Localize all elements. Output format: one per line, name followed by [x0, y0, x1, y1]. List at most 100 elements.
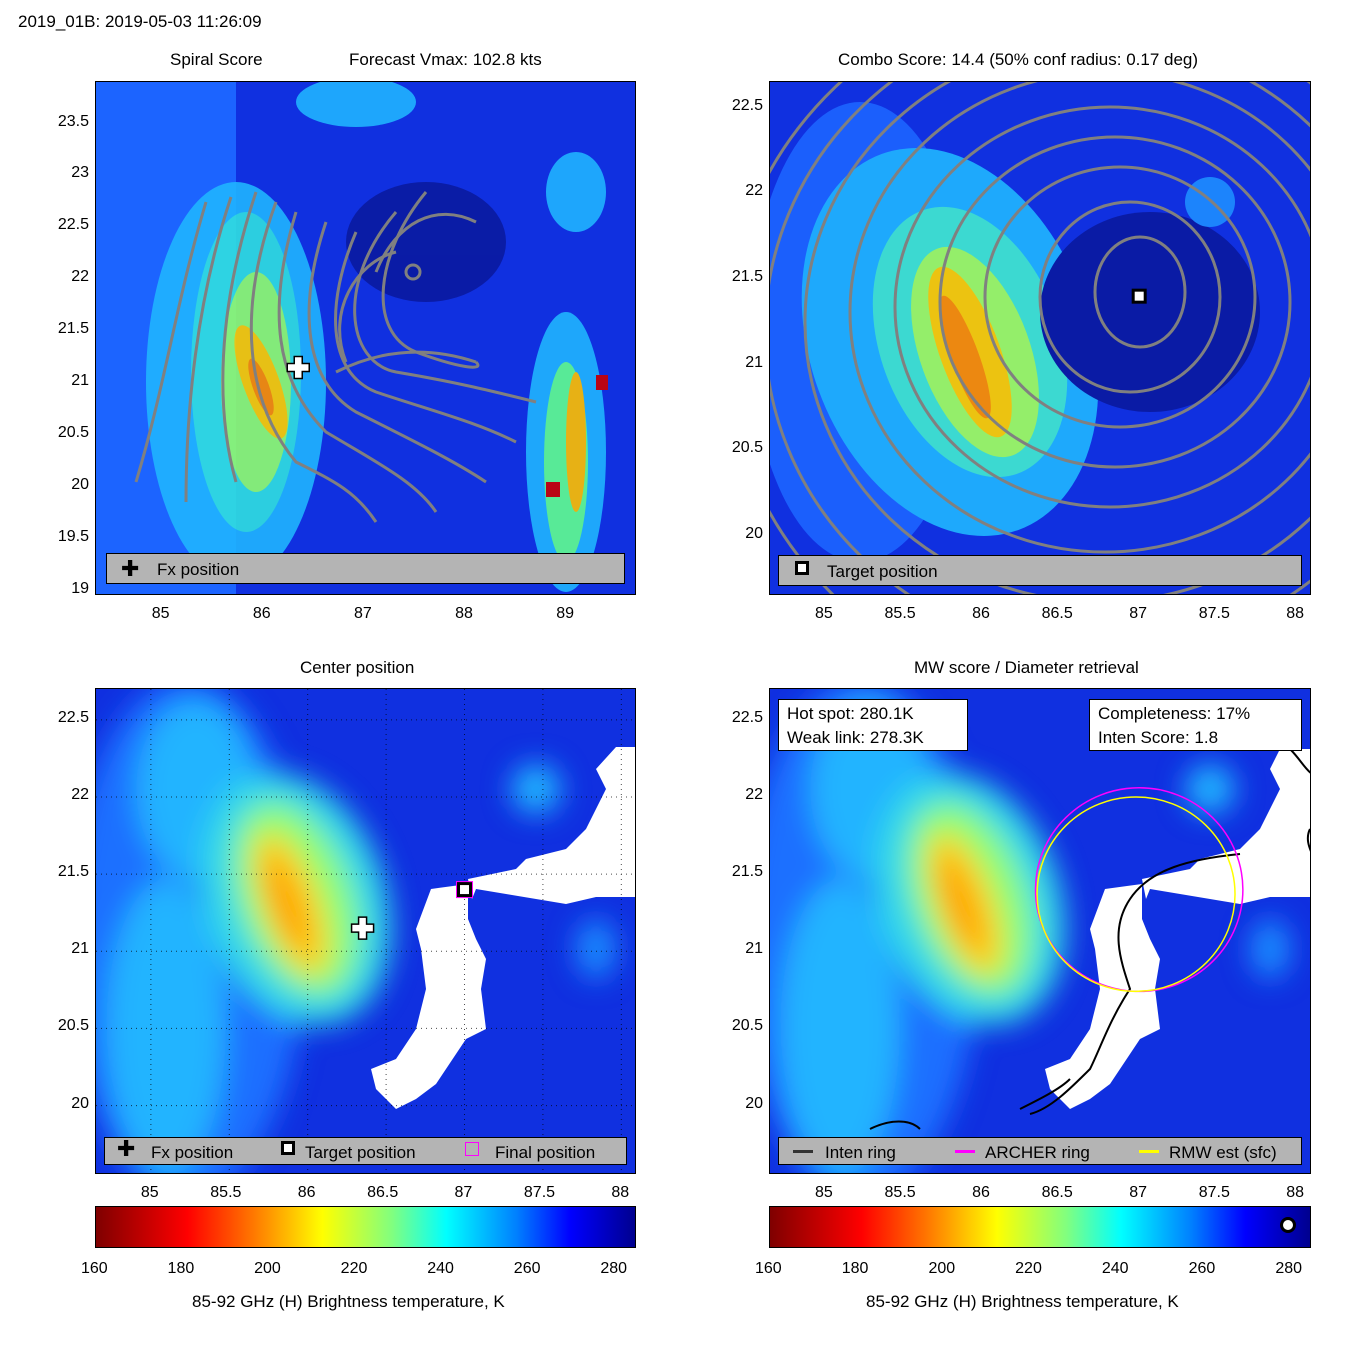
fx-plus-icon-2: ✚	[117, 1136, 136, 1161]
mw-title: MW score / Diameter retrieval	[914, 658, 1139, 677]
completeness-value: Completeness: 17%	[1098, 704, 1251, 723]
colorbar-tick-label: 260	[513, 1260, 541, 1277]
colorbar-left	[95, 1206, 636, 1248]
target-position-marker	[457, 882, 473, 898]
y-tick-label: 21.5	[731, 268, 763, 286]
y-tick-label: 22.5	[57, 708, 89, 726]
x-tick-label: 87	[1129, 605, 1147, 622]
colorbar-tick-label: 220	[1015, 1260, 1042, 1277]
colorbar-tick-label: 200	[928, 1260, 956, 1277]
colorbar-right-label: 85-92 GHz (H) Brightness temperature, K	[866, 1292, 1179, 1311]
inten-ring-swatch	[793, 1150, 813, 1153]
colorbar-tick-label: 160	[755, 1260, 782, 1277]
x-tick-label: 87	[454, 1184, 473, 1201]
y-tick-label: 21.5	[57, 320, 89, 338]
archer-ring-swatch	[955, 1150, 975, 1153]
figure-title: 2019_01B: 2019-05-03 11:26:09	[18, 12, 262, 31]
x-tick-label: 86.5	[1041, 605, 1073, 622]
y-tick-label: 22.5	[731, 708, 763, 726]
y-tick-label: 21.5	[57, 863, 89, 881]
mw-legend: Inten ring ARCHER ring RMW est (sfc)	[778, 1137, 1302, 1165]
colorbar-tick-label: 240	[427, 1260, 454, 1277]
y-tick-label: 21.5	[731, 863, 763, 881]
y-tick-label: 22	[71, 786, 89, 803]
combo-title: Combo Score: 14.4 (50% conf radius: 0.17…	[838, 50, 1199, 69]
y-tick-label: 23	[71, 164, 89, 182]
mw-heatmap	[770, 689, 1310, 1173]
y-tick-label: 20	[745, 1094, 763, 1112]
rmw-ring	[1036, 796, 1236, 993]
fx-position-marker	[286, 355, 310, 380]
combo-score-plot: Target position	[769, 81, 1311, 595]
x-tick-label: 86.5	[367, 1184, 399, 1201]
target-square-icon-2	[281, 1141, 295, 1155]
colorbar-tick-label: 200	[254, 1260, 281, 1277]
x-tick-label: 86.5	[1041, 1184, 1073, 1201]
x-tick-label: 87.5	[1198, 605, 1230, 622]
center-heatmap	[96, 689, 635, 1173]
spiral-score-plot: ✚ Fx position	[95, 81, 636, 595]
center-legend: ✚ Fx position Target position Final posi…	[104, 1136, 627, 1165]
y-tick-label: 20.5	[57, 1017, 89, 1035]
rmw-ring-swatch	[1139, 1150, 1159, 1153]
weak-link-value: Weak link: 278.3K	[787, 728, 924, 747]
y-tick-label: 21	[71, 372, 89, 390]
fx-plus-icon: ✚	[121, 556, 140, 581]
mw-score-plot: Hot spot: 280.1K Weak link: 278.3K Compl…	[769, 688, 1311, 1174]
legend-target-position: Target position	[827, 562, 938, 581]
x-tick-label: 85	[151, 605, 170, 622]
inten-score-value: Inten Score: 1.8	[1098, 728, 1219, 747]
spiral-vmax: Forecast Vmax: 102.8 kts	[349, 50, 542, 69]
colorbar-tick-label: 280	[1275, 1260, 1303, 1277]
colorbar-tick-label: 180	[167, 1260, 195, 1277]
y-tick-label: 21	[745, 940, 763, 958]
y-tick-label: 20	[71, 1094, 89, 1112]
y-tick-label: 19	[71, 579, 89, 597]
colorbar-right	[769, 1206, 1311, 1248]
y-tick-label: 21	[745, 353, 763, 371]
colorbar-tick-label: 260	[1188, 1260, 1216, 1277]
y-tick-label: 19.5	[57, 527, 89, 545]
x-tick-label: 85.5	[884, 605, 916, 622]
spiral-legend: ✚ Fx position	[106, 553, 625, 584]
x-tick-label: 86	[252, 605, 271, 622]
x-tick-label: 88	[611, 1184, 630, 1201]
x-tick-label: 87.5	[523, 1184, 556, 1201]
y-tick-label: 22.5	[731, 96, 763, 114]
x-tick-label: 88	[1286, 1184, 1305, 1201]
x-tick-label: 89	[556, 605, 574, 622]
legend-fx-position-2: Fx position	[151, 1143, 234, 1162]
y-tick-label: 20	[71, 475, 89, 493]
y-tick-label: 20	[745, 525, 763, 543]
final-square-icon	[465, 1142, 479, 1156]
target-square-icon	[795, 561, 809, 575]
legend-fx-position: Fx position	[157, 560, 240, 579]
x-tick-label: 87.5	[1198, 1184, 1230, 1201]
x-tick-label: 85.5	[210, 1184, 242, 1201]
legend-inten-ring: Inten ring	[825, 1143, 896, 1162]
combo-heatmap	[770, 82, 1310, 594]
colorbar-tick-label: 220	[340, 1260, 368, 1277]
x-tick-label: 85	[140, 1184, 159, 1201]
x-tick-label: 86	[297, 1184, 316, 1201]
legend-rmw-ring: RMW est (sfc)	[1169, 1143, 1277, 1162]
colorbar-tick-label: 160	[81, 1260, 108, 1277]
y-tick-label: 22	[745, 182, 763, 200]
final-position-marker	[456, 881, 474, 899]
colorbar-tick-label: 240	[1101, 1260, 1129, 1277]
y-tick-label: 20.5	[731, 439, 763, 457]
x-tick-label: 85	[814, 605, 833, 622]
y-tick-label: 21	[71, 940, 89, 958]
x-tick-label: 86	[972, 605, 990, 622]
x-tick-label: 86	[972, 1184, 990, 1201]
colorbar-left-label: 85-92 GHz (H) Brightness temperature, K	[192, 1292, 505, 1311]
x-tick-label: 85	[814, 1184, 833, 1201]
colorbar-tick-label: 180	[841, 1260, 869, 1277]
colorbar-tick-label: 280	[600, 1260, 628, 1277]
y-tick-label: 22	[71, 268, 89, 286]
y-tick-label: 22.5	[57, 216, 89, 234]
mw-info-left: Hot spot: 280.1K Weak link: 278.3K	[778, 699, 968, 751]
y-tick-label: 20.5	[731, 1017, 763, 1035]
target-position-marker	[1131, 288, 1147, 304]
y-tick-label: 22	[745, 786, 763, 803]
